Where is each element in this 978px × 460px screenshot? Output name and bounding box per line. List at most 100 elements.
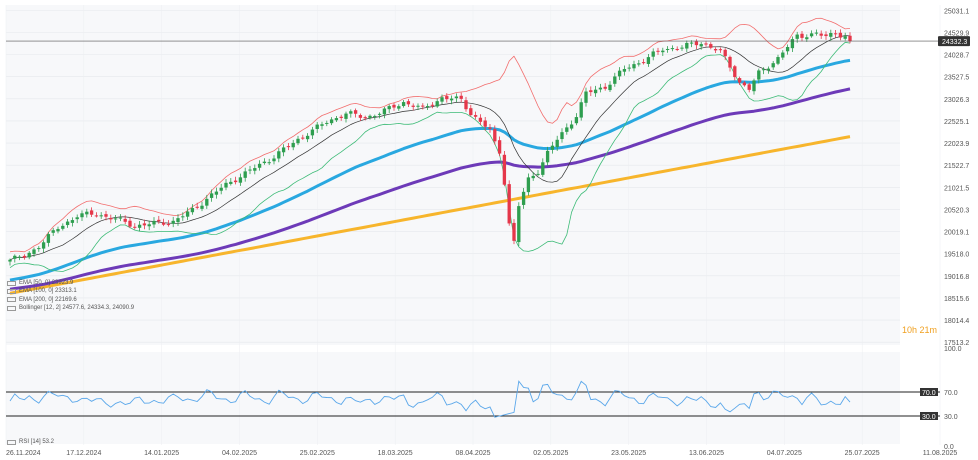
candle-body xyxy=(593,89,598,94)
candle-body xyxy=(713,49,718,51)
candle-body xyxy=(531,175,535,179)
candle-body xyxy=(27,252,31,258)
settings-icon[interactable] xyxy=(7,305,16,311)
y-tick-label: 19518.0 xyxy=(944,252,969,259)
rsi-level-label: 30.0 xyxy=(922,414,936,421)
x-tick-label: 14.01.2025 xyxy=(144,450,179,457)
candle-body xyxy=(622,68,627,72)
settings-icon[interactable] xyxy=(7,288,16,294)
candle-body xyxy=(685,42,689,49)
candle-body xyxy=(728,56,732,68)
candle-body xyxy=(641,62,646,64)
candle-body xyxy=(8,259,12,262)
y-tick-label: 19016.8 xyxy=(944,274,969,281)
candle-body xyxy=(200,205,204,209)
x-tick-label: 25.02.2025 xyxy=(300,450,335,457)
candle-body xyxy=(445,96,449,100)
legend-ema50-text: EMA [50, 0] 23923.9 xyxy=(19,280,74,286)
candle-body xyxy=(766,68,771,71)
y-tick-label: 22023.9 xyxy=(944,141,969,148)
y-tick-label: 18515.6 xyxy=(944,296,969,303)
candle-body xyxy=(65,221,70,226)
candle-body xyxy=(13,255,17,259)
y-tick-label: 21021.5 xyxy=(944,185,969,192)
candle-body xyxy=(521,191,526,205)
candle-body xyxy=(334,118,339,121)
legend-row-bollinger[interactable]: Bollinger [12, 2] 24577.6, 24334.3, 2409… xyxy=(7,304,134,312)
rsi-y-tick: 100.0 xyxy=(944,346,962,353)
candle-body xyxy=(574,117,579,124)
candle-body xyxy=(310,129,315,136)
candle-body xyxy=(598,87,603,90)
settings-icon[interactable] xyxy=(7,439,16,445)
candle-body xyxy=(651,51,655,57)
candle-body xyxy=(373,115,377,117)
candle-body xyxy=(757,70,761,80)
candle-body xyxy=(637,63,641,65)
x-tick-label: 08.04.2025 xyxy=(455,450,490,457)
candle-body xyxy=(339,116,343,118)
candle-body xyxy=(843,36,847,39)
y-tick-label: 21522.7 xyxy=(944,163,969,170)
candle-body xyxy=(104,214,108,217)
candle-body xyxy=(397,106,401,109)
candle-body xyxy=(833,33,838,35)
candle-body xyxy=(752,80,756,92)
candle-body xyxy=(579,102,583,118)
candle-body xyxy=(61,225,65,229)
candle-body xyxy=(387,106,391,110)
legend-row-ema100[interactable]: EMA [100, 0] 23313.1 xyxy=(7,287,134,295)
candle-body xyxy=(776,57,780,64)
candle-body xyxy=(704,43,708,45)
rsi-legend-text: RSI [14] 53.2 xyxy=(19,439,55,445)
candle-body xyxy=(214,191,219,195)
candle-body xyxy=(128,220,132,227)
candle-body xyxy=(248,169,252,171)
y-tick-label: 24529.9 xyxy=(944,30,969,37)
rsi-legend[interactable]: RSI [14] 53.2 xyxy=(7,439,54,445)
rsi-level-tag xyxy=(920,412,938,420)
candle-body xyxy=(512,222,516,241)
y-tick-label: 20520.3 xyxy=(944,207,969,214)
candle-body xyxy=(267,162,271,164)
candle-body xyxy=(406,101,411,105)
candle-body xyxy=(80,213,84,218)
settings-icon[interactable] xyxy=(7,280,16,286)
candle-body xyxy=(785,47,790,52)
candle-body xyxy=(761,69,766,71)
candle-body xyxy=(781,52,785,58)
candle-body xyxy=(829,32,833,37)
candle-body xyxy=(550,145,555,150)
candle-body xyxy=(181,216,185,218)
candle-body xyxy=(94,215,99,217)
legend-ema100-text: EMA [100, 0] 23313.1 xyxy=(19,288,77,295)
settings-icon[interactable] xyxy=(7,297,16,303)
y-tick-label: 23527.5 xyxy=(944,75,969,82)
candle-body xyxy=(459,95,463,99)
ema-50-line xyxy=(9,58,851,282)
candle-body xyxy=(478,117,483,122)
candle-body xyxy=(161,222,166,225)
candle-body xyxy=(209,193,214,198)
candle-body xyxy=(502,154,507,185)
x-tick-label: 18.03.2025 xyxy=(378,450,413,457)
bollinger-lower-line xyxy=(9,41,851,272)
candle-body xyxy=(329,119,334,124)
candle-body xyxy=(814,32,819,34)
legend-row-ema50[interactable]: EMA [50, 0] 23923.9 xyxy=(7,279,134,287)
candle-body xyxy=(301,137,305,139)
candle-body xyxy=(22,255,27,258)
candle-body xyxy=(747,84,751,90)
candle-body xyxy=(286,146,291,148)
candle-body xyxy=(205,198,209,206)
candle-body xyxy=(737,78,742,83)
candle-body xyxy=(608,84,612,91)
legend-ema200-text: EMA [200, 0] 22169.6 xyxy=(19,296,77,303)
candle-body xyxy=(632,64,636,69)
legend-row-ema200[interactable]: EMA [200, 0] 22169.6 xyxy=(7,296,134,304)
candle-body xyxy=(584,91,588,103)
candle-body xyxy=(349,111,353,114)
candle-body xyxy=(392,104,396,108)
candle-body xyxy=(353,110,358,114)
